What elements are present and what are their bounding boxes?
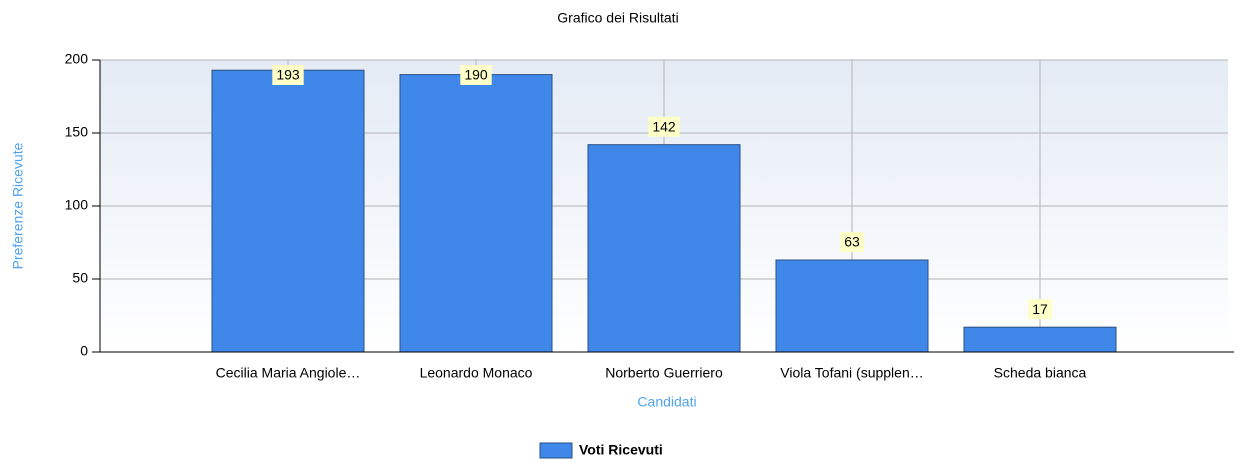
data-label-bg (648, 116, 680, 137)
bar (775, 259, 929, 353)
data-label-bg (272, 65, 304, 85)
y-tick-label: 150 (65, 124, 89, 140)
bar (587, 144, 741, 353)
data-label: 17 (1032, 301, 1048, 317)
bar (399, 74, 553, 353)
bar (963, 326, 1117, 353)
data-label-bg (460, 65, 492, 85)
data-label: 142 (652, 118, 676, 134)
data-label: 190 (464, 67, 488, 83)
y-tick-label: 100 (65, 197, 89, 213)
y-axis-title: Preferenze Ricevute (10, 142, 26, 269)
y-tick-label: 50 (72, 270, 88, 286)
legend-swatch (539, 442, 573, 459)
x-axis-title: Candidati (637, 394, 696, 410)
bar (211, 69, 365, 353)
y-tick-label: 200 (65, 51, 89, 67)
legend-label: Voti Ricevuti (579, 442, 663, 458)
data-label: 63 (844, 234, 860, 250)
x-tick-label: Leonardo Monaco (420, 365, 533, 381)
data-label-bg (840, 232, 864, 253)
y-tick-label: 0 (80, 343, 88, 359)
x-tick-label: Cecilia Maria Angiole… (216, 365, 361, 381)
chart-title: Grafico dei Risultati (557, 10, 678, 26)
x-tick-label: Scheda bianca (994, 365, 1087, 381)
x-tick-label: Viola Tofani (supplen… (780, 365, 923, 381)
data-label: 193 (276, 67, 300, 83)
data-label-bg (1028, 299, 1052, 320)
x-tick-label: Norberto Guerriero (605, 365, 723, 381)
